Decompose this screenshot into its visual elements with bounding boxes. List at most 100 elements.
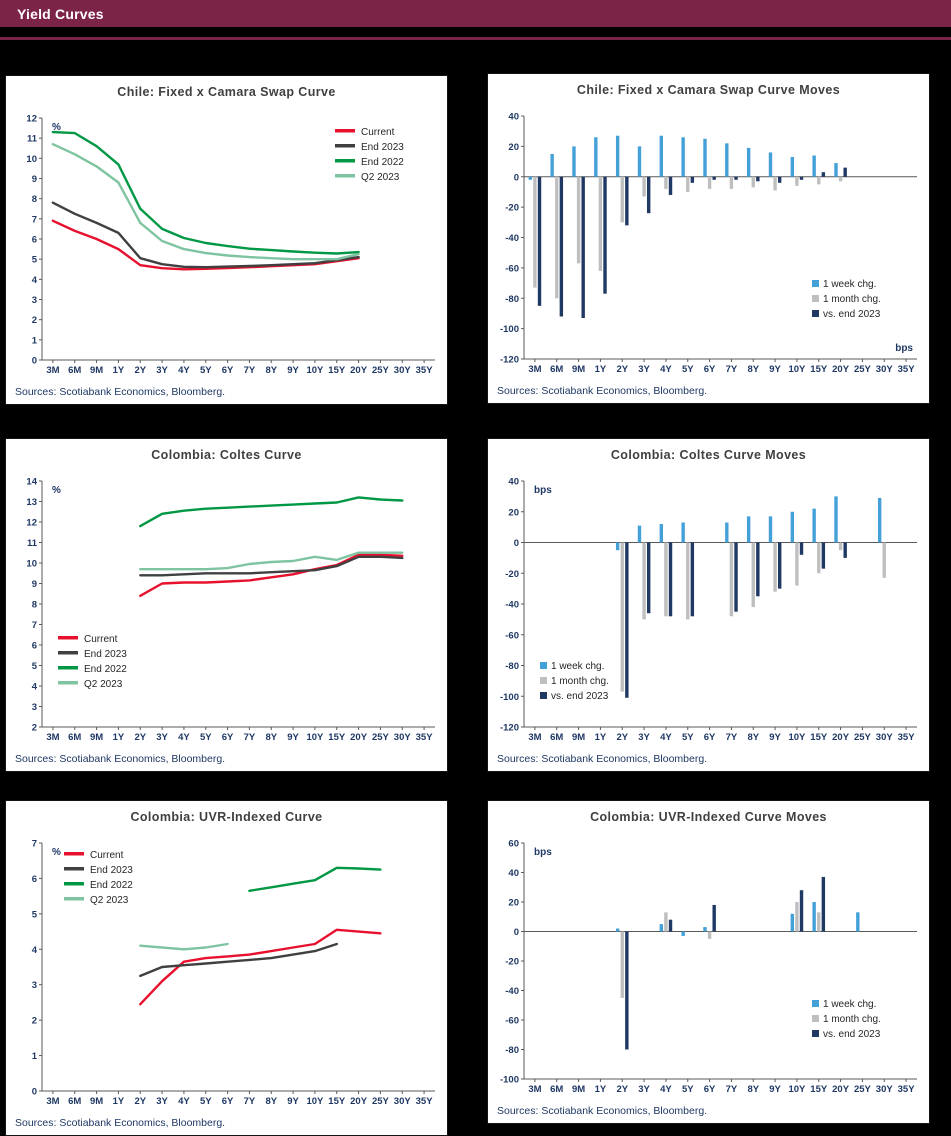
- sources-label: Sources: Scotiabank Economics, Bloomberg…: [497, 1105, 708, 1117]
- svg-text:4: 4: [32, 945, 38, 956]
- svg-text:3: 3: [32, 980, 37, 991]
- bar-chart: -120 -100 -80 -60 -40 -20 0 20 40 3M 6M 9M 1Y 2Y 3Y 4Y 5…: [500, 112, 917, 375]
- svg-text:4: 4: [32, 275, 38, 286]
- svg-text:15Y: 15Y: [328, 365, 346, 376]
- svg-text:-60: -60: [505, 1016, 519, 1027]
- svg-text:2Y: 2Y: [616, 732, 628, 743]
- svg-text:3Y: 3Y: [638, 1084, 650, 1095]
- svg-text:2Y: 2Y: [616, 1084, 628, 1095]
- svg-text:6M: 6M: [68, 1096, 81, 1107]
- svg-text:4Y: 4Y: [660, 364, 672, 375]
- sources-label: Sources: Scotiabank Economics, Bloomberg…: [15, 1117, 226, 1129]
- header-divider: [0, 37, 951, 40]
- svg-text:5: 5: [32, 909, 38, 920]
- svg-text:-80: -80: [505, 1045, 519, 1056]
- svg-text:9Y: 9Y: [287, 732, 299, 743]
- svg-text:9M: 9M: [90, 365, 103, 376]
- svg-text:-100: -100: [500, 324, 519, 335]
- svg-text:35Y: 35Y: [416, 365, 434, 376]
- svg-text:1: 1: [32, 335, 38, 346]
- svg-text:30Y: 30Y: [876, 732, 894, 743]
- svg-text:12: 12: [26, 114, 37, 125]
- svg-text:4Y: 4Y: [660, 1084, 672, 1095]
- svg-text:Q2 2023: Q2 2023: [361, 172, 400, 183]
- svg-text:2Y: 2Y: [134, 732, 146, 743]
- svg-text:6Y: 6Y: [222, 365, 234, 376]
- svg-text:vs. end 2023: vs. end 2023: [823, 1029, 881, 1040]
- svg-text:6M: 6M: [550, 1084, 563, 1095]
- svg-text:Q2 2023: Q2 2023: [84, 679, 123, 690]
- sources-label: Sources: Scotiabank Economics, Bloomberg…: [497, 753, 708, 765]
- sources-label: Sources: Scotiabank Economics, Bloomberg…: [15, 753, 226, 765]
- svg-text:5Y: 5Y: [200, 365, 212, 376]
- svg-text:8Y: 8Y: [747, 1084, 759, 1095]
- svg-text:11: 11: [27, 538, 38, 549]
- svg-text:%: %: [52, 122, 61, 133]
- svg-text:1Y: 1Y: [113, 365, 125, 376]
- svg-text:1Y: 1Y: [595, 364, 607, 375]
- svg-text:8Y: 8Y: [265, 1096, 277, 1107]
- svg-text:-60: -60: [505, 263, 519, 274]
- svg-text:%: %: [52, 485, 61, 496]
- svg-text:1 month chg.: 1 month chg.: [551, 676, 609, 687]
- chart-canvas: -120 -100 -80 -60 -40 -20 0 20 40 3M 6M 9M 1Y 2Y 3Y 4Y 5…: [490, 469, 927, 745]
- chart-canvas: 0 1 2 3 4 5 6 7 3M 6M 9M 1Y 2Y 3Y 4Y 5Y 6Y 7Y 8Y 9Y 10Y 15Y 20…: [8, 831, 445, 1109]
- svg-text:6: 6: [32, 874, 37, 885]
- svg-text:-20: -20: [505, 203, 519, 214]
- svg-text:5Y: 5Y: [200, 732, 212, 743]
- svg-text:1 week chg.: 1 week chg.: [823, 999, 876, 1010]
- svg-text:12: 12: [26, 518, 37, 529]
- svg-text:Current: Current: [84, 634, 118, 645]
- svg-text:20Y: 20Y: [350, 1096, 368, 1107]
- svg-text:9M: 9M: [572, 1084, 585, 1095]
- svg-text:6Y: 6Y: [704, 732, 716, 743]
- page-title: Yield Curves: [17, 5, 104, 22]
- svg-text:35Y: 35Y: [416, 732, 434, 743]
- svg-text:40: 40: [508, 112, 519, 123]
- svg-text:7: 7: [32, 620, 37, 631]
- svg-text:10Y: 10Y: [306, 732, 324, 743]
- svg-text:-60: -60: [505, 630, 519, 641]
- svg-text:6Y: 6Y: [222, 1096, 234, 1107]
- svg-text:10Y: 10Y: [788, 1084, 806, 1095]
- svg-text:4Y: 4Y: [178, 1096, 190, 1107]
- line-chart: 0 1 2 3 4 5 6 7 3M 6M 9M 1Y 2Y 3Y 4Y 5Y 6Y 7Y 8Y 9Y 10Y 15Y 20…: [32, 839, 435, 1107]
- svg-text:30Y: 30Y: [876, 1084, 894, 1095]
- svg-text:35Y: 35Y: [416, 1096, 434, 1107]
- svg-text:6Y: 6Y: [222, 732, 234, 743]
- svg-text:7Y: 7Y: [244, 732, 256, 743]
- svg-text:-100: -100: [500, 692, 519, 703]
- chart-canvas: -100 -80 -60 -40 -20 0 20 40 60 3M 6M 9M 1Y 2Y 3Y 4Y 5Y 6…: [490, 831, 927, 1097]
- svg-text:20: 20: [508, 507, 519, 518]
- svg-text:40: 40: [508, 477, 519, 488]
- svg-text:3Y: 3Y: [638, 364, 650, 375]
- svg-text:9Y: 9Y: [769, 364, 781, 375]
- svg-text:9Y: 9Y: [287, 365, 299, 376]
- svg-text:15Y: 15Y: [810, 732, 828, 743]
- svg-text:0: 0: [32, 356, 37, 367]
- svg-text:End 2022: End 2022: [361, 157, 404, 168]
- svg-text:3M: 3M: [46, 365, 59, 376]
- chart-canvas: 0 1 2 3 4 5 6 7 8 9 10 11 12 3M 6M 9M 1Y 2Y 3Y 4Y 5Y 6Y 7Y 8Y 9Y…: [8, 106, 445, 378]
- svg-text:40: 40: [508, 868, 519, 879]
- svg-text:-20: -20: [505, 957, 519, 968]
- svg-text:-100: -100: [500, 1075, 519, 1086]
- svg-text:3Y: 3Y: [638, 732, 650, 743]
- svg-text:1Y: 1Y: [113, 732, 125, 743]
- svg-text:2Y: 2Y: [134, 1096, 146, 1107]
- svg-text:1Y: 1Y: [595, 1084, 607, 1095]
- header-bar: Yield Curves: [0, 0, 951, 27]
- svg-text:2: 2: [32, 723, 37, 734]
- svg-text:-40: -40: [505, 986, 519, 997]
- svg-text:35Y: 35Y: [898, 1084, 916, 1095]
- chart-panel-colombia-uvr-curve: Colombia: UVR-Indexed Curve 0 1 2 3 4 5 6 7 3M 6M…: [5, 800, 448, 1136]
- svg-text:9Y: 9Y: [769, 732, 781, 743]
- svg-text:vs. end 2023: vs. end 2023: [823, 309, 881, 320]
- svg-text:0: 0: [514, 172, 519, 183]
- svg-text:15Y: 15Y: [328, 732, 346, 743]
- svg-text:8Y: 8Y: [265, 732, 277, 743]
- svg-text:bps: bps: [534, 485, 552, 496]
- svg-text:End 2022: End 2022: [90, 880, 133, 891]
- svg-text:6M: 6M: [68, 732, 81, 743]
